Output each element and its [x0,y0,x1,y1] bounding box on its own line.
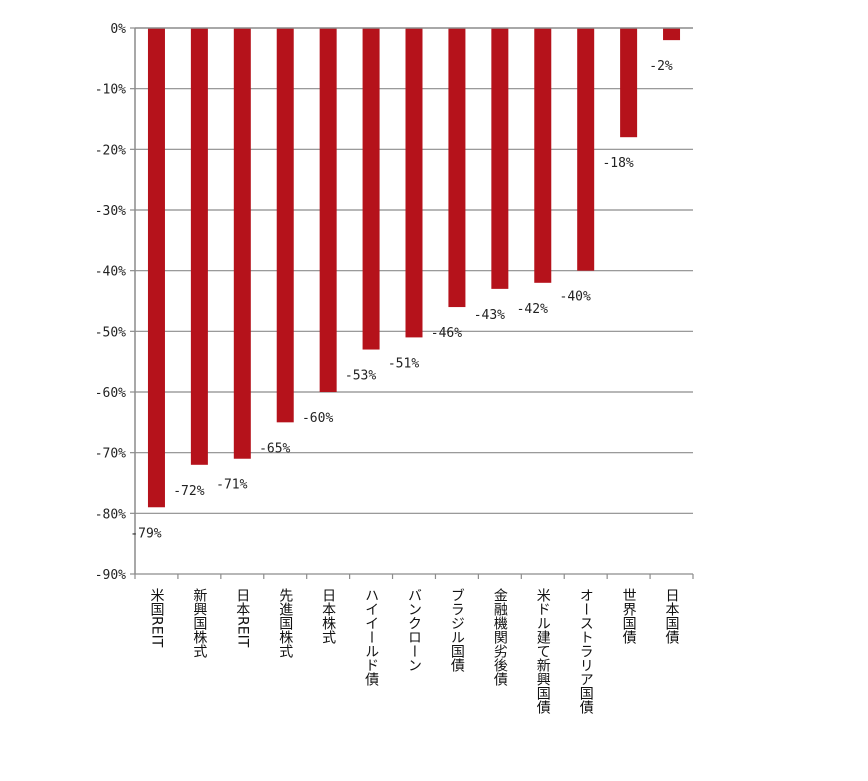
data-labels: -79% -72% -71% -65% -60% -53% -51% -46% -43% -42%… [130,59,673,541]
category-label: ハイイールド債 [363,588,379,686]
bar [620,28,638,138]
category-label: 新興国株式 [191,588,207,658]
y-tick-label: -60% [95,386,126,401]
bar [147,28,165,508]
category-label: バンクローン [406,588,422,672]
category-label: 世界国債 [621,588,637,644]
y-tick-label: 0% [110,22,126,37]
data-label: -72% [173,484,204,499]
data-label: -53% [345,369,376,384]
category-label: 先進国株式 [277,588,293,658]
y-tick-labels: 0% -10% -20% -30% -40% -50% -60% -70% -80% -90% [95,22,126,583]
bar [276,28,294,423]
bar [577,28,595,271]
axes [130,27,694,579]
category-labels: 米国REIT 新興国株式 日本REIT 先進国株式 日本株式 ハイイールド債 バンクローン ブ… [148,588,679,714]
data-label: -43% [474,308,505,323]
category-label: 米ドル建て新興国債 [535,588,551,714]
y-tick-label: -90% [95,568,126,583]
y-tick-label: -70% [95,447,126,462]
category-label: 日本株式 [320,588,336,644]
y-tick-label: -30% [95,204,126,219]
category-label: 日本国債 [664,588,680,644]
data-label: -60% [302,411,333,426]
y-tick-label: -20% [95,143,126,158]
data-label: -18% [602,156,633,171]
data-label: -2% [649,59,673,74]
category-label: 米国REIT [148,588,164,648]
bar [319,28,337,392]
bars [147,28,681,508]
y-tick-label: -80% [95,507,126,522]
y-tick-label: -50% [95,325,126,340]
bar [491,28,509,289]
data-label: -51% [388,356,419,371]
data-label: -79% [130,526,161,541]
category-label: ブラジル国債 [449,588,465,672]
bar [190,28,208,465]
data-label: -65% [259,441,290,456]
bar [362,28,380,350]
y-tick-label: -40% [95,265,126,280]
y-tick-label: -10% [95,83,126,98]
bar [534,28,552,283]
bar [663,28,681,41]
data-label: -46% [431,326,462,341]
bar [405,28,423,338]
category-label: 日本REIT [234,588,250,648]
bar [233,28,251,459]
data-label: -42% [517,302,548,317]
data-label: -40% [560,290,591,305]
category-label: 金融機関劣後債 [492,588,508,686]
bar [448,28,466,308]
data-label: -71% [216,478,247,493]
category-label: オーストラリア国債 [578,588,594,714]
